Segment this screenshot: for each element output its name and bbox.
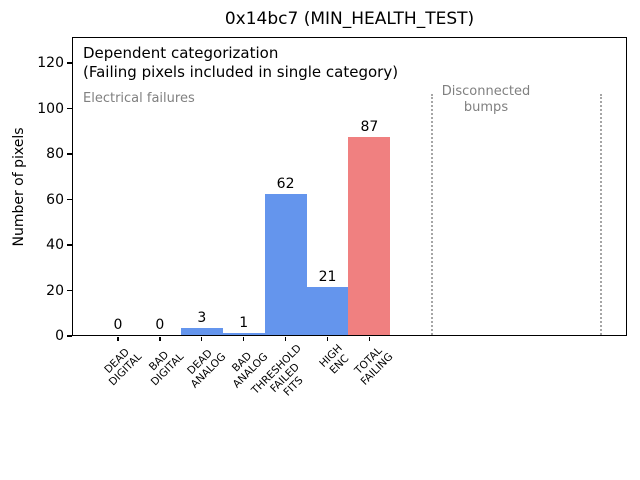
x-tick-mark-high-enc bbox=[326, 337, 329, 341]
y-tick-mark-0 bbox=[67, 335, 72, 337]
bar-high-enc bbox=[306, 287, 349, 335]
y-tick-mark-100 bbox=[67, 107, 72, 110]
x-tick-mark-dead-analog bbox=[201, 337, 203, 341]
y-tick-mark-120 bbox=[67, 62, 72, 64]
annotation-dependent-categorization: Dependent categorization (Failing pixels… bbox=[83, 44, 398, 82]
y-tick-label-40: 40 bbox=[46, 237, 64, 254]
x-tick-mark-total-failing bbox=[368, 337, 371, 341]
bar-value-bad-analog: 1 bbox=[239, 314, 249, 331]
chart-title: 0x14bc7 (MIN_HEALTH_TEST) bbox=[224, 9, 475, 29]
y-tick-mark-40 bbox=[67, 244, 72, 246]
y-tick-mark-80 bbox=[67, 153, 72, 155]
x-tick-mark-dead-digital bbox=[117, 337, 119, 341]
bar-threshold-failed-fits bbox=[264, 194, 307, 335]
x-tick-label-total-failing: TOTAL FAILING bbox=[352, 344, 396, 388]
y-tick-label-100: 100 bbox=[37, 100, 64, 117]
bar-value-total-failing: 87 bbox=[360, 119, 379, 136]
x-tick-label-dead-analog: DEAD ANALOG bbox=[184, 347, 228, 391]
y-tick-label-120: 120 bbox=[37, 55, 64, 72]
y-tick-label-20: 20 bbox=[46, 282, 64, 299]
x-tick-label-dead-digital: DEAD DIGITAL bbox=[102, 346, 145, 389]
x-tick-mark-threshold-failed-fits bbox=[284, 337, 287, 341]
bar-value-bad-digital: 0 bbox=[155, 317, 165, 333]
bar-bad-analog bbox=[222, 332, 265, 335]
bar-value-dead-digital: 0 bbox=[113, 317, 123, 333]
bar-dead-analog bbox=[180, 328, 223, 335]
plot-area: Dependent categorization (Failing pixels… bbox=[72, 37, 627, 336]
dotted-reference-line-right bbox=[600, 94, 602, 335]
annotation-dependent-line2: (Failing pixels included in single categ… bbox=[83, 63, 399, 81]
annotation-electrical-failures: Electrical failures bbox=[83, 91, 195, 106]
bar-value-threshold-failed-fits: 62 bbox=[276, 176, 295, 193]
dotted-reference-line-left bbox=[431, 94, 433, 335]
y-tick-label-0: 0 bbox=[55, 328, 64, 344]
y-tick-label-80: 80 bbox=[46, 146, 64, 163]
y-tick-mark-60 bbox=[67, 198, 72, 201]
bar-total-failing bbox=[348, 137, 391, 335]
x-tick-mark-bad-digital bbox=[159, 337, 161, 341]
bar-value-dead-analog: 3 bbox=[197, 310, 207, 327]
annotation-disconnected-bumps: Disconnected bumps bbox=[441, 84, 531, 116]
annotation-dependent-line1: Dependent categorization bbox=[83, 44, 279, 62]
bar-value-high-enc: 21 bbox=[318, 269, 337, 286]
x-tick-label-bad-digital: BAD DIGITAL bbox=[146, 348, 186, 389]
x-tick-label-high-enc: HIGH ENC bbox=[317, 342, 352, 377]
x-tick-mark-bad-analog bbox=[243, 337, 245, 341]
y-tick-label-60: 60 bbox=[46, 191, 64, 208]
y-tick-mark-20 bbox=[67, 289, 72, 292]
